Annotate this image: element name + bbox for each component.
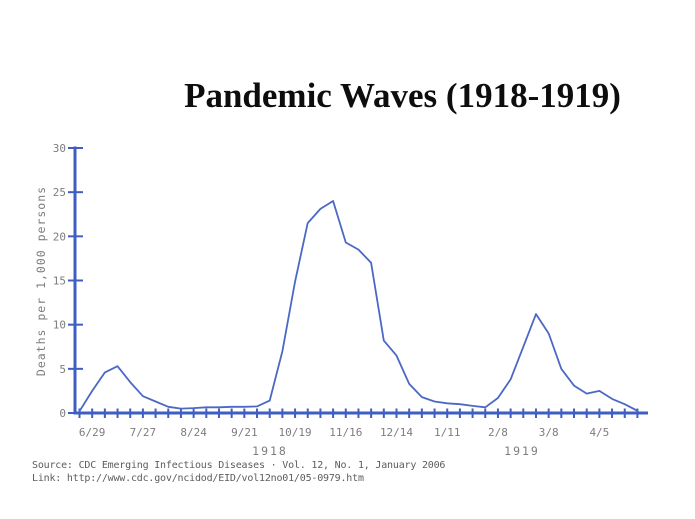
x-tick-label: 7/27: [130, 426, 157, 439]
x-tick-label: 4/5: [589, 426, 609, 439]
page-title: Pandemic Waves (1918-1919): [184, 76, 621, 115]
x-tick-label: 9/21: [231, 426, 258, 439]
y-axis-title: Deaths per 1,000 persons: [34, 185, 48, 377]
x-tick-label: 10/19: [278, 426, 311, 439]
x-tick-label: 8/24: [180, 426, 207, 439]
source-citation: Source: CDC Emerging Infectious Diseases…: [32, 460, 445, 485]
x-tick-label: 3/8: [539, 426, 559, 439]
x-axis-year-1918: 1918: [252, 444, 288, 458]
x-tick-label: 6/29: [79, 426, 106, 439]
source-line: Source: CDC Emerging Infectious Diseases…: [32, 460, 446, 471]
y-tick-label: 15: [53, 275, 66, 288]
x-tick-label: 1/11: [434, 426, 461, 439]
source-link: Link: http://www.cdc.gov/ncidod/EID/vol1…: [32, 472, 364, 484]
y-tick-label: 0: [59, 407, 66, 420]
y-tick-label: 5: [59, 363, 66, 376]
x-tick-label: 11/16: [329, 426, 362, 439]
x-tick-label: 12/14: [380, 426, 413, 439]
y-tick-label: 10: [53, 319, 66, 332]
x-axis-year-1919: 1919: [504, 444, 540, 458]
y-tick-label: 20: [53, 230, 66, 243]
mortality-curve: [78, 200, 639, 413]
y-tick-label: 25: [53, 186, 66, 199]
x-tick-label: 2/8: [488, 426, 508, 439]
y-tick-label: 30: [53, 142, 66, 155]
